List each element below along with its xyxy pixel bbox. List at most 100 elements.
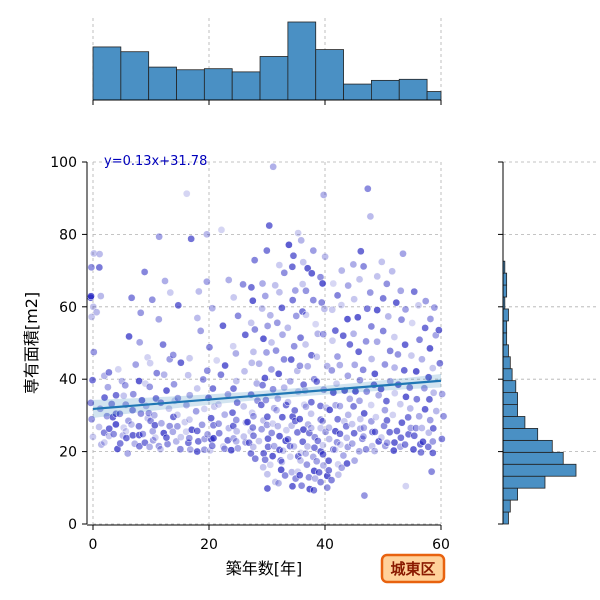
scatter-point bbox=[426, 315, 435, 323]
scatter-point bbox=[356, 415, 365, 423]
scatter-point bbox=[259, 449, 268, 458]
scatter-point bbox=[286, 377, 295, 386]
scatter-point bbox=[266, 460, 275, 469]
scatter-point bbox=[203, 430, 212, 439]
scatter-point bbox=[166, 288, 175, 297]
scatter-point bbox=[420, 384, 429, 393]
scatter-point bbox=[367, 355, 376, 363]
scatter-point bbox=[199, 375, 208, 384]
scatter-point bbox=[371, 428, 379, 436]
scatter-point bbox=[234, 312, 242, 320]
top-hist-bar bbox=[398, 78, 428, 101]
scatter-point bbox=[418, 355, 426, 364]
right-hist-bar bbox=[502, 475, 546, 489]
x-axis-title: 築年数[年] bbox=[226, 559, 303, 578]
right-hist-bar bbox=[502, 439, 553, 453]
scatter-point bbox=[317, 298, 326, 307]
scatter-point bbox=[319, 450, 327, 459]
top-hist-bar bbox=[148, 66, 177, 101]
scatter-point bbox=[232, 377, 241, 385]
scatter-point bbox=[217, 226, 226, 234]
regression-line bbox=[92, 379, 442, 411]
scatter-point bbox=[311, 474, 319, 483]
scatter-point bbox=[366, 288, 375, 297]
scatter-point bbox=[243, 418, 252, 426]
scatter-point bbox=[310, 486, 318, 495]
scatter-point bbox=[232, 349, 240, 358]
scatter-point bbox=[428, 364, 437, 372]
scatter-point bbox=[353, 313, 362, 322]
scatter-point bbox=[367, 401, 375, 409]
scatter-point bbox=[426, 416, 435, 424]
scatter-point bbox=[263, 470, 272, 479]
scatter-point bbox=[350, 456, 359, 465]
scatter-point bbox=[319, 191, 328, 199]
scatter-point bbox=[248, 423, 257, 432]
scatter-point bbox=[333, 415, 342, 424]
scatter-point bbox=[401, 305, 410, 314]
scatter-point bbox=[379, 327, 388, 335]
scatter-point bbox=[251, 325, 259, 334]
scatter-point bbox=[425, 395, 434, 404]
scatter-point bbox=[125, 332, 133, 341]
scatter-point bbox=[263, 484, 272, 493]
scatter-point bbox=[333, 352, 342, 361]
right-hist-bar bbox=[502, 344, 509, 358]
scatter-point bbox=[193, 384, 202, 393]
scatter-point bbox=[400, 366, 409, 375]
right-hist-bar bbox=[502, 380, 517, 393]
scatter-point bbox=[396, 400, 405, 409]
scatter-point bbox=[337, 463, 346, 472]
top-hist-bar bbox=[176, 69, 205, 101]
scatter-point bbox=[305, 429, 314, 437]
scatter-point bbox=[263, 322, 272, 330]
scatter-point bbox=[145, 383, 154, 391]
scatter-point bbox=[295, 415, 304, 423]
scatter-point bbox=[105, 424, 114, 433]
scatter-point bbox=[239, 280, 247, 289]
scatter-point bbox=[141, 379, 150, 388]
scatter-point bbox=[297, 481, 306, 490]
scatter-point bbox=[344, 371, 352, 380]
scatter-point bbox=[232, 437, 241, 446]
scatter-point bbox=[203, 277, 211, 286]
scatter-point bbox=[233, 444, 242, 453]
confidence-band bbox=[93, 373, 441, 419]
scatter-point bbox=[336, 429, 344, 438]
x-tick-label: 40 bbox=[316, 537, 334, 553]
scatter-point bbox=[180, 418, 189, 426]
scatter-point bbox=[275, 432, 284, 441]
scatter-point bbox=[319, 441, 327, 450]
scatter-point bbox=[313, 329, 322, 338]
scatter-point bbox=[96, 292, 105, 300]
scatter-point bbox=[169, 427, 177, 436]
scatter-point bbox=[355, 447, 364, 456]
scatter-point bbox=[100, 393, 109, 402]
scatter-point bbox=[430, 303, 439, 312]
scatter-point bbox=[152, 369, 161, 377]
scatter-point bbox=[356, 247, 365, 256]
scatter-point bbox=[303, 264, 312, 273]
scatter-point bbox=[438, 435, 446, 443]
top-hist-bar bbox=[426, 91, 442, 101]
scatter-point bbox=[257, 425, 266, 434]
scatter-point bbox=[402, 393, 410, 401]
scatter-point bbox=[343, 459, 351, 468]
scatter-point bbox=[143, 353, 152, 362]
scatter-point bbox=[251, 454, 260, 463]
scatter-point bbox=[293, 367, 302, 375]
scatter-point bbox=[301, 340, 310, 349]
scatter-point bbox=[339, 331, 348, 340]
scatter-point bbox=[282, 426, 291, 435]
scatter-point bbox=[272, 406, 281, 415]
scatter-point bbox=[261, 455, 269, 464]
scatter-point bbox=[221, 361, 229, 370]
scatter-point bbox=[187, 234, 195, 243]
scatter-point bbox=[193, 427, 202, 435]
right-hist-bar bbox=[502, 332, 508, 346]
scatter-point bbox=[232, 416, 241, 424]
scatter-point bbox=[182, 189, 191, 198]
y-tick-label: 0 bbox=[68, 517, 77, 533]
scatter-point bbox=[438, 390, 447, 398]
scatter-point bbox=[155, 232, 163, 241]
